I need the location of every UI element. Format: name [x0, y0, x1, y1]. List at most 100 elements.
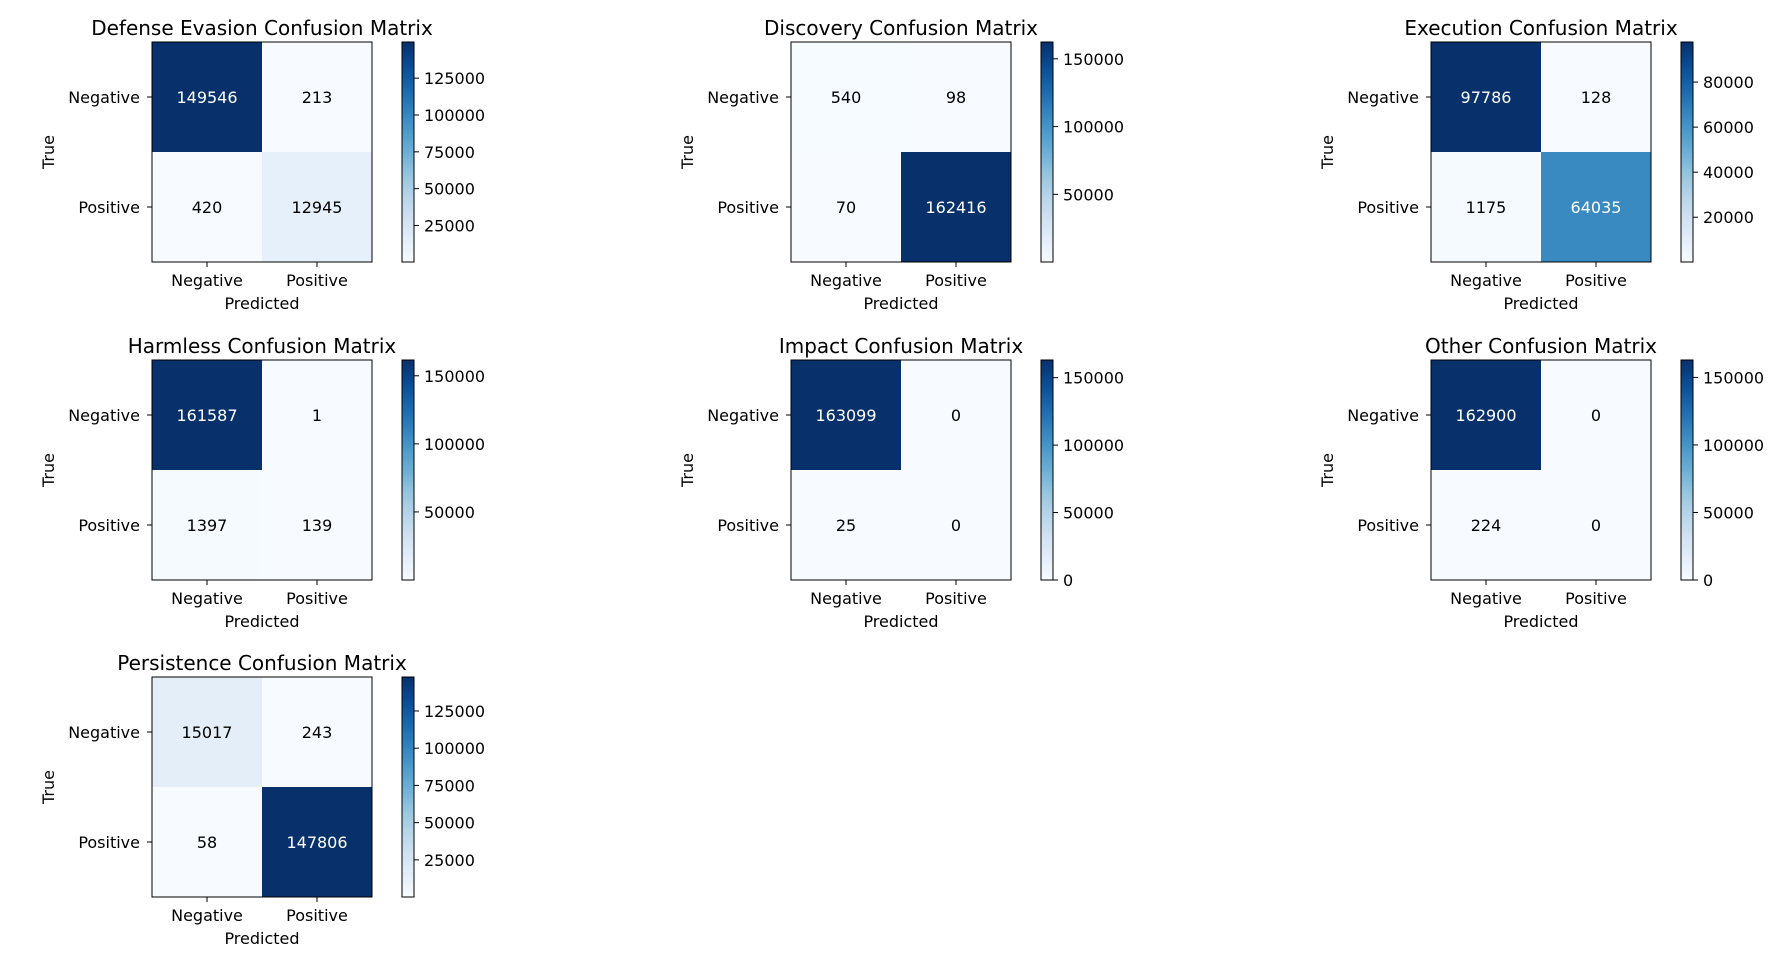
- chart-title: Execution Confusion Matrix: [1404, 16, 1677, 40]
- colorbar-tick-label: 150000: [1703, 368, 1764, 387]
- cell-value: 0: [951, 406, 961, 425]
- x-axis-label: Predicted: [1503, 294, 1578, 313]
- cell-value: 163099: [815, 406, 876, 425]
- colorbar-tick-label: 150000: [1063, 50, 1124, 69]
- colorbar-tick-label: 125000: [424, 69, 485, 88]
- cell-value: 147806: [286, 833, 347, 852]
- x-tick-label: Negative: [171, 589, 243, 608]
- cell-value: 25: [836, 516, 856, 535]
- y-tick-label: Negative: [707, 406, 779, 425]
- matrix-cell: [1431, 470, 1541, 580]
- colorbar-tick-label: 100000: [1063, 118, 1124, 137]
- axes-frame: [790, 41, 1012, 263]
- y-tick-label: Positive: [1357, 516, 1419, 535]
- cell-value: 0: [1591, 406, 1601, 425]
- colorbar-tick-label: 100000: [424, 435, 485, 454]
- y-tick-label: Negative: [68, 723, 140, 742]
- colorbar-tick-label: 50000: [1703, 503, 1754, 522]
- y-tick-label: Positive: [717, 516, 779, 535]
- matrix-cell: [262, 152, 372, 262]
- matrix-cell: [152, 787, 262, 897]
- axes-frame: [151, 359, 373, 581]
- cell-value: 98: [946, 88, 966, 107]
- colorbar: [1680, 41, 1694, 263]
- colorbar-tick-label: 50000: [424, 503, 475, 522]
- chart-title: Other Confusion Matrix: [1425, 334, 1657, 358]
- matrix-cell: [791, 360, 901, 470]
- colorbar-tick-label: 100000: [424, 106, 485, 125]
- y-tick-label: Negative: [68, 406, 140, 425]
- chart-title: Defense Evasion Confusion Matrix: [91, 16, 433, 40]
- matrix-cell: [1541, 42, 1651, 152]
- colorbar-tick-label: 40000: [1703, 163, 1754, 182]
- axes-frame: [1430, 41, 1652, 263]
- confusion-matrix-panel: Execution Confusion Matrix 97786 128 1175 64…: [1318, 16, 1754, 313]
- y-tick-label: Negative: [1347, 88, 1419, 107]
- matrix-cell: [262, 42, 372, 152]
- cell-value: 128: [1581, 88, 1612, 107]
- matrix-cell: [1431, 360, 1541, 470]
- chart-title: Harmless Confusion Matrix: [128, 334, 397, 358]
- cell-value: 1175: [1466, 198, 1507, 217]
- cell-value: 161587: [176, 406, 237, 425]
- cell-value: 139: [302, 516, 333, 535]
- colorbar-tick-label: 0: [1063, 571, 1073, 590]
- cell-value: 12945: [292, 198, 343, 217]
- x-axis-label: Predicted: [863, 612, 938, 631]
- cell-value: 162416: [925, 198, 986, 217]
- colorbar-tick-label: 100000: [1063, 436, 1124, 455]
- x-axis-label: Predicted: [863, 294, 938, 313]
- axes-frame: [790, 359, 1012, 581]
- matrix-cell: [152, 470, 262, 580]
- y-tick-label: Negative: [68, 88, 140, 107]
- cell-value: 149546: [176, 88, 237, 107]
- matrix-cell: [791, 470, 901, 580]
- axes-frame: [151, 41, 373, 263]
- chart-title: Persistence Confusion Matrix: [117, 651, 407, 675]
- chart-title: Impact Confusion Matrix: [779, 334, 1024, 358]
- y-axis-label: True: [39, 453, 58, 488]
- colorbar-tick-label: 25000: [424, 851, 475, 870]
- y-tick-label: Positive: [78, 198, 140, 217]
- x-axis-label: Predicted: [224, 612, 299, 631]
- x-tick-label: Negative: [810, 589, 882, 608]
- y-axis-label: True: [1318, 453, 1337, 488]
- x-axis-label: Predicted: [224, 929, 299, 948]
- matrix-cell: [152, 152, 262, 262]
- colorbar-tick-label: 20000: [1703, 208, 1754, 227]
- colorbar-tick-label: 60000: [1703, 118, 1754, 137]
- cell-value: 162900: [1455, 406, 1516, 425]
- colorbar-tick-label: 80000: [1703, 73, 1754, 92]
- cell-value: 1397: [187, 516, 228, 535]
- x-tick-label: Positive: [1565, 271, 1627, 290]
- x-tick-label: Negative: [171, 271, 243, 290]
- matrix-cell: [152, 360, 262, 470]
- cell-value: 0: [951, 516, 961, 535]
- colorbar: [1040, 359, 1054, 581]
- y-axis-label: True: [39, 770, 58, 805]
- cell-value: 243: [302, 723, 333, 742]
- matrix-cell: [901, 42, 1011, 152]
- cell-value: 58: [197, 833, 217, 852]
- confusion-matrix-panel: Other Confusion Matrix 162900 0 224 0 Negativ…: [1318, 334, 1764, 631]
- cell-value: 64035: [1571, 198, 1622, 217]
- x-tick-label: Positive: [1565, 589, 1627, 608]
- y-axis-label: True: [678, 453, 697, 488]
- colorbar-tick-label: 50000: [1063, 185, 1114, 204]
- colorbar-tick-label: 75000: [424, 143, 475, 162]
- cell-value: 0: [1591, 516, 1601, 535]
- chart-title: Discovery Confusion Matrix: [764, 16, 1038, 40]
- colorbar-tick-label: 50000: [424, 180, 475, 199]
- colorbar-tick-label: 75000: [424, 776, 475, 795]
- confusion-matrix-panel: Impact Confusion Matrix 163099 0 25 0 Negativ…: [678, 334, 1124, 631]
- colorbar-tick-label: 100000: [424, 739, 485, 758]
- cell-value: 97786: [1461, 88, 1512, 107]
- x-tick-label: Positive: [286, 271, 348, 290]
- matrix-cell: [262, 677, 372, 787]
- matrix-cell: [791, 42, 901, 152]
- matrix-cell: [901, 360, 1011, 470]
- matrix-cell: [262, 787, 372, 897]
- matrix-cell: [262, 360, 372, 470]
- colorbar-tick-label: 100000: [1703, 436, 1764, 455]
